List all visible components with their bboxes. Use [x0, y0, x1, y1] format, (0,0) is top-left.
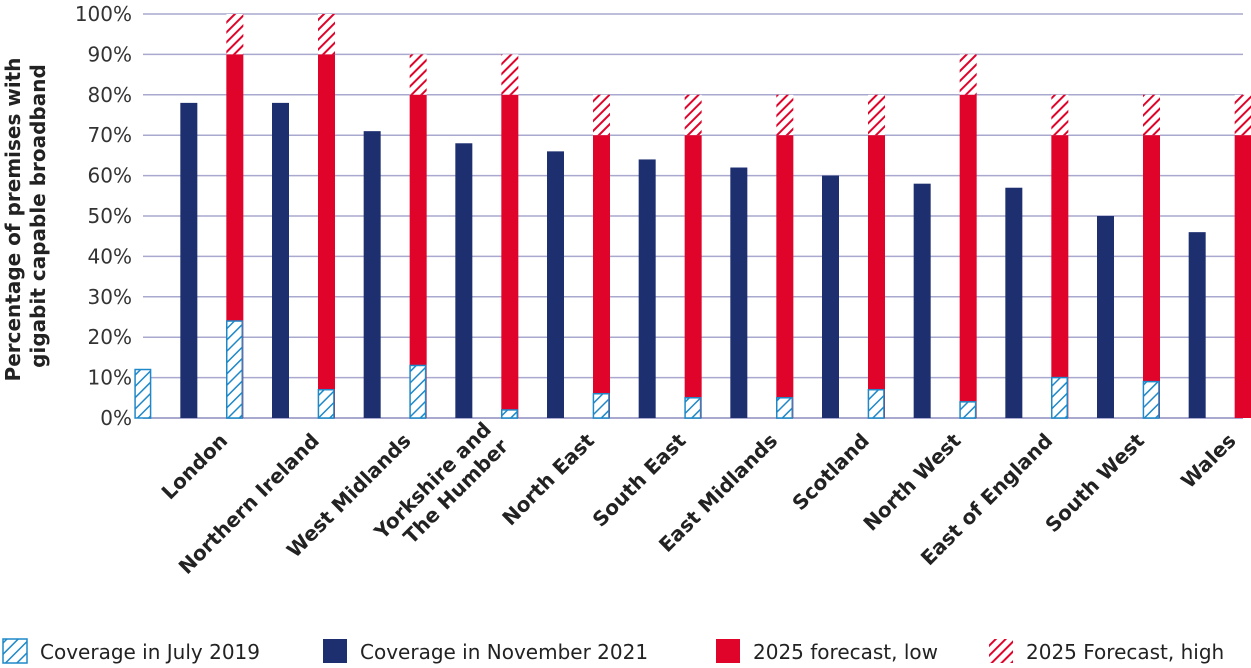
bar-november-2021	[1005, 187, 1023, 418]
x-category-label: Wales	[1176, 428, 1240, 492]
bar-2025-forecast-low	[776, 135, 794, 418]
bar-july-2019	[134, 368, 152, 419]
y-tick-label: 70%	[88, 123, 132, 147]
x-category-label-line: Scotland	[787, 428, 874, 515]
legend-swatch-july-2019	[2, 638, 28, 664]
y-axis-title-line-2: gigabit capable broadband	[26, 64, 50, 368]
x-category-label: South West	[1040, 428, 1149, 537]
legend: Coverage in July 2019 Coverage in Novembe…	[2, 638, 1224, 664]
bar-2025-forecast-low	[1234, 135, 1251, 418]
bar-2025-forecast-low	[501, 94, 519, 419]
bar-2025-forecast-high	[959, 54, 977, 95]
bar-2025-forecast-high	[593, 94, 610, 136]
y-tick-label: 10%	[88, 366, 132, 390]
bar-july-2019	[776, 397, 793, 419]
x-category-label-line: South East	[588, 428, 691, 531]
y-tick-label: 20%	[88, 325, 132, 349]
bar-july-2019	[409, 364, 427, 419]
bar-2025-forecast-low	[959, 94, 977, 419]
bars	[134, 14, 1251, 419]
bar-november-2021	[1188, 232, 1206, 418]
y-tick-label: 60%	[88, 164, 132, 188]
bar-july-2019	[684, 397, 702, 419]
bar-2025-forecast-high	[318, 14, 335, 55]
bar-july-2019	[1051, 376, 1068, 419]
bar-2025-forecast-high	[1143, 94, 1160, 136]
x-category-label: South East	[588, 428, 691, 531]
x-category-label: Scotland	[787, 428, 874, 515]
legend-label-2025-forecast-low: 2025 forecast, low	[753, 640, 938, 664]
bar-2025-forecast-low	[593, 135, 610, 418]
legend-swatch-2025-forecast-high	[989, 639, 1013, 663]
bar-2025-forecast-high	[1051, 94, 1069, 136]
bar-november-2021	[455, 143, 473, 418]
x-category-label-line: Wales	[1176, 428, 1240, 492]
bar-november-2021	[638, 159, 656, 418]
bar-july-2019	[317, 388, 335, 419]
bar-july-2019	[867, 388, 885, 419]
bar-july-2019	[1142, 380, 1160, 419]
bar-july-2019	[226, 320, 243, 419]
bar-july-2019	[959, 401, 977, 419]
x-category-label-line: South West	[1040, 428, 1149, 537]
bar-2025-forecast-low	[684, 135, 702, 418]
legend-label-july-2019: Coverage in July 2019	[40, 640, 260, 664]
legend-swatch-november-2021	[323, 639, 347, 663]
x-category-label: North East	[497, 428, 599, 530]
bar-november-2021	[913, 183, 931, 418]
bar-2025-forecast-high	[776, 94, 794, 136]
bar-november-2021	[180, 102, 198, 418]
bar-2025-forecast-low	[409, 94, 427, 419]
bar-2025-forecast-high	[1234, 94, 1251, 136]
bar-2025-forecast-high	[684, 94, 702, 136]
y-axis-title: Percentage of premises with gigabit capa…	[1, 51, 50, 382]
y-tick-label: 50%	[88, 204, 132, 228]
bar-november-2021	[363, 131, 381, 418]
bar-november-2021	[822, 175, 839, 418]
legend-swatch-2025-forecast-low	[716, 639, 740, 663]
bar-november-2021	[547, 151, 564, 419]
bar-2025-forecast-high	[226, 14, 244, 55]
bar-july-2019	[501, 409, 518, 419]
bar-november-2021	[730, 167, 748, 418]
bar-november-2021	[1097, 216, 1114, 418]
bar-2025-forecast-low	[318, 54, 335, 419]
bar-november-2021	[272, 102, 289, 418]
y-axis-title-line-1: Percentage of premises with	[1, 58, 25, 382]
legend-label-november-2021: Coverage in November 2021	[360, 640, 648, 664]
x-category-label-line: London	[157, 428, 233, 504]
bar-2025-forecast-low	[1143, 135, 1160, 418]
x-category-label-line: North East	[497, 428, 599, 530]
bar-2025-forecast-high	[868, 94, 885, 136]
bar-2025-forecast-high	[501, 54, 519, 95]
y-tick-label: 40%	[88, 244, 132, 268]
y-tick-label: 100%	[75, 2, 132, 26]
y-axis-ticks: 0% 10% 20% 30% 40% 50% 60% 70% 80% 90% 100%	[75, 2, 132, 430]
y-tick-label: 80%	[88, 83, 132, 107]
bar-2025-forecast-high	[409, 54, 427, 95]
y-tick-label: 90%	[88, 42, 132, 66]
y-tick-label: 0%	[100, 406, 132, 430]
bar-july-2019	[592, 393, 610, 419]
bar-2025-forecast-low	[868, 135, 885, 418]
x-category-label: London	[157, 428, 233, 504]
legend-label-2025-forecast-high: 2025 Forecast, high	[1026, 640, 1224, 664]
y-tick-label: 30%	[88, 285, 132, 309]
bar-2025-forecast-low	[1051, 135, 1069, 418]
